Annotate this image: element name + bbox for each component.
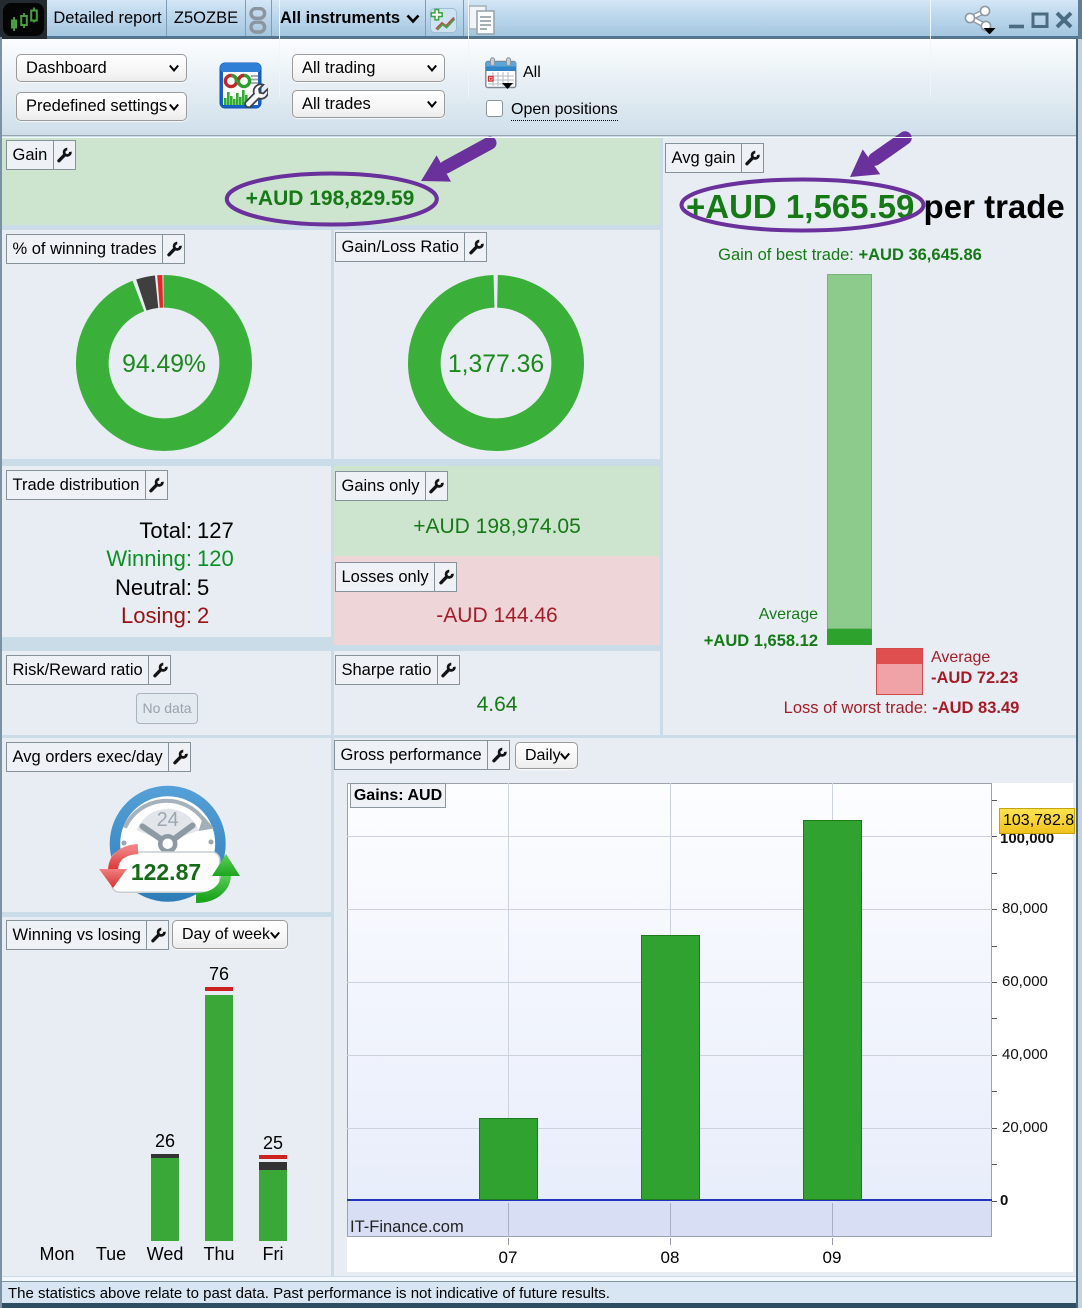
svg-text:1,377.36: 1,377.36 (448, 351, 544, 378)
svg-text:122.87: 122.87 (131, 859, 201, 885)
svg-text:94.49%: 94.49% (122, 351, 206, 378)
svg-text:24: 24 (157, 809, 179, 831)
